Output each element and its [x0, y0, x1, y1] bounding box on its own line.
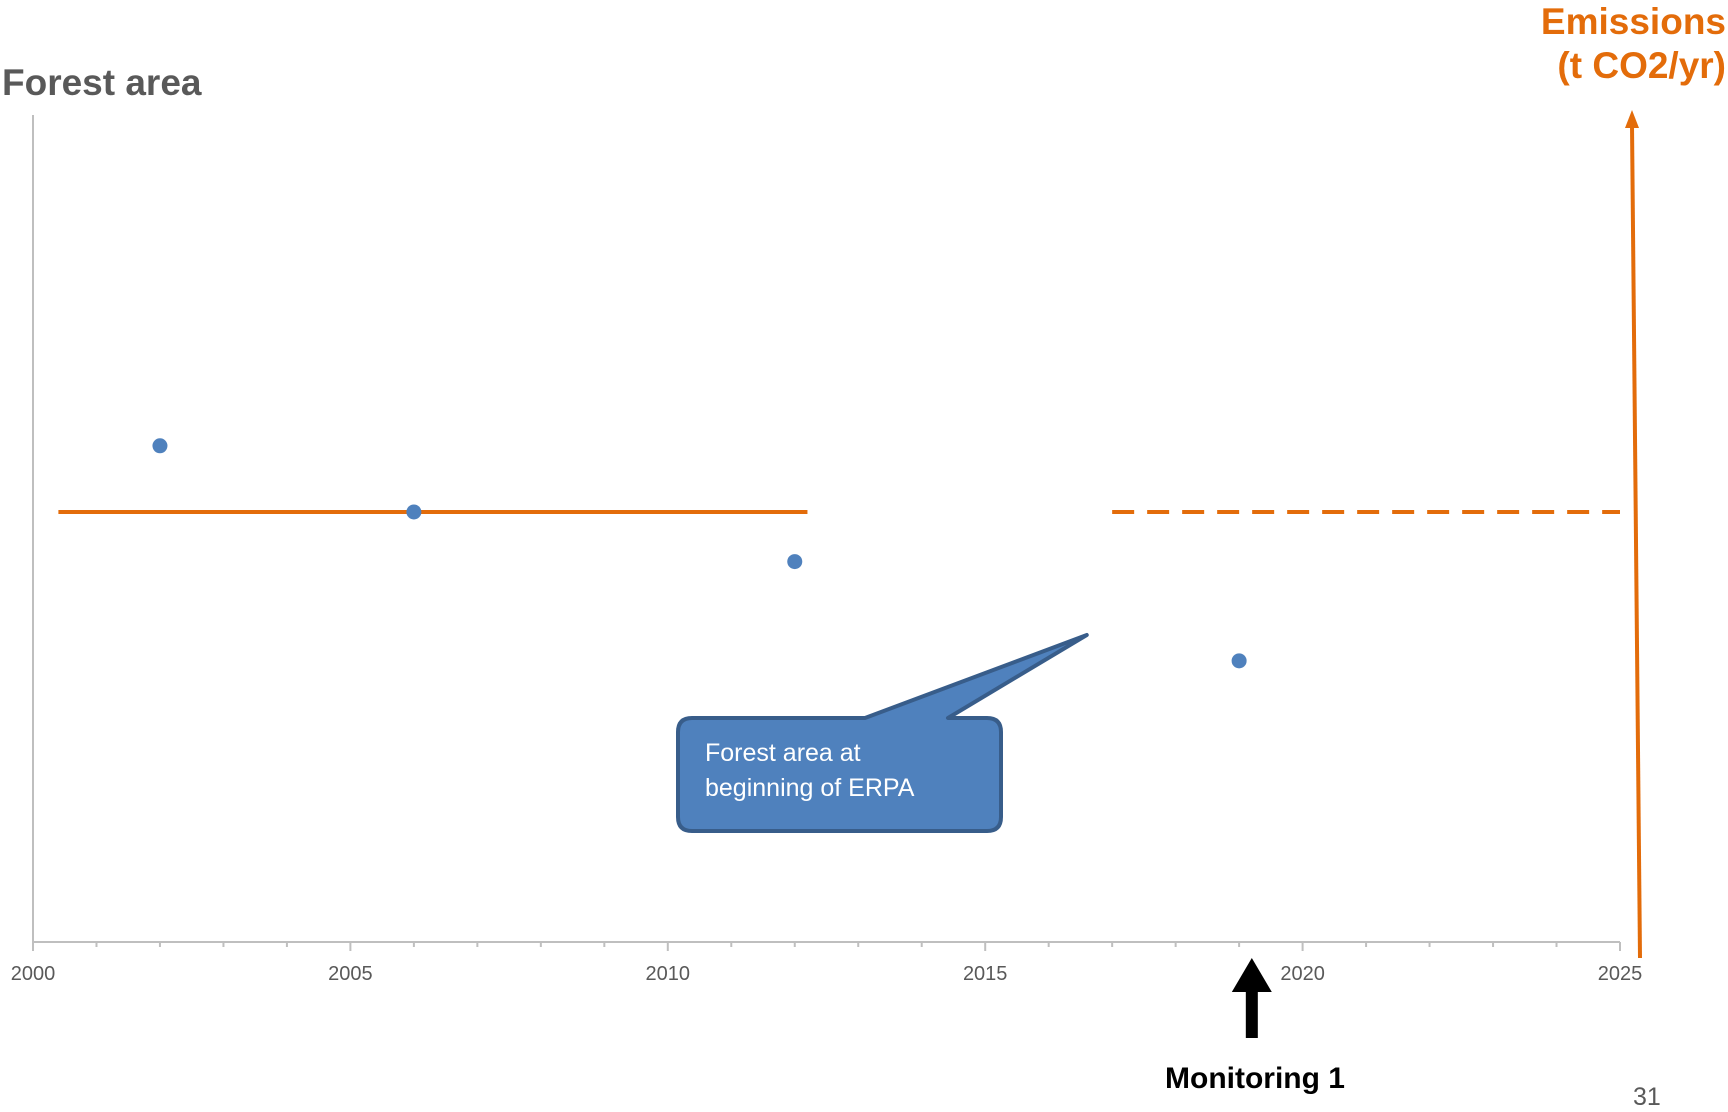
x-tick-label: 2020: [1280, 963, 1325, 985]
secondary-axis-title: Emissions (t CO2/yr): [1541, 0, 1726, 88]
callout-text: Forest area at beginning of ERPA: [705, 736, 995, 806]
page-number: 31: [1633, 1083, 1661, 1111]
x-tick-label: 2005: [328, 963, 373, 985]
callout-line: Forest area at: [705, 739, 861, 767]
monitoring-arrow-head: [1231, 958, 1272, 992]
data-point: [406, 504, 422, 520]
callout-bubble: [676, 633, 1089, 833]
x-tick-label: 2010: [646, 963, 691, 985]
secondary-axis-title-line: Emissions: [1540, 1, 1726, 42]
data-point: [787, 554, 803, 570]
x-tick-label: 2000: [11, 963, 56, 985]
monitoring-arrow-shaft: [1245, 990, 1258, 1038]
y-axis-title: Forest area: [2, 62, 202, 103]
data-point: [152, 438, 168, 454]
data-point: [1231, 653, 1247, 669]
x-tick-label: 2025: [1598, 963, 1643, 985]
callout-line: beginning of ERPA: [705, 774, 915, 802]
secondary-axis-title-line: (t CO2/yr): [1557, 45, 1726, 86]
monitoring-label: Monitoring 1: [1165, 1062, 1345, 1095]
x-tick-label: 2015: [963, 963, 1008, 985]
secondary-axis-arrow-line: [1630, 124, 1642, 959]
secondary-axis-arrow-head: [1625, 110, 1639, 128]
